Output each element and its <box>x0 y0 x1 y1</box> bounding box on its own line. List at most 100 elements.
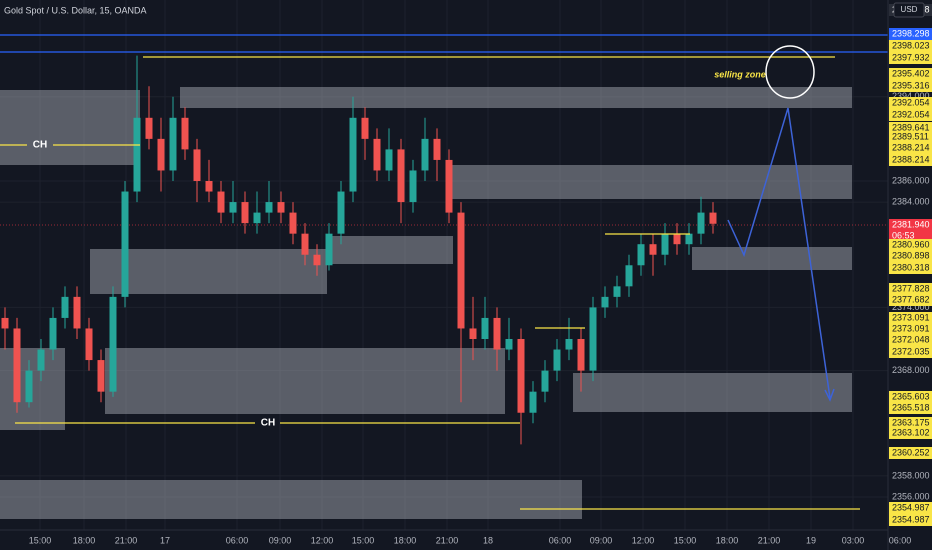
candle-body <box>685 233 693 245</box>
candle-body <box>673 233 681 245</box>
candle-body <box>301 233 309 255</box>
price-tag-label: 2380.960 <box>892 239 930 249</box>
candle-body <box>265 202 273 213</box>
price-tag-label: 2354.987 <box>892 514 930 524</box>
candle-body <box>697 212 705 234</box>
price-tick-label: 2386.000 <box>892 175 930 185</box>
candle-body <box>169 117 177 171</box>
candle-body <box>589 307 597 371</box>
price-tag-label: 2392.054 <box>892 109 930 119</box>
projection-path <box>727 107 831 399</box>
price-tag-label: 2389.641 <box>892 122 930 132</box>
candle-body <box>349 117 357 192</box>
price-tag <box>889 312 932 324</box>
price-tag <box>889 391 932 403</box>
price-tag-label: 2365.603 <box>892 391 930 401</box>
candle-body <box>97 360 105 392</box>
candle-body <box>49 317 57 350</box>
zone <box>450 165 852 199</box>
price-tag <box>889 514 932 526</box>
price-tag-label: 2395.316 <box>892 80 930 90</box>
drawings: CH CH selling zone <box>0 34 888 510</box>
symbol-title: Gold Spot / U.S. Dollar, 15, OANDA <box>4 5 147 15</box>
price-tag <box>889 52 932 64</box>
zones <box>0 87 852 519</box>
candle-body <box>25 370 33 403</box>
price-tick-label: 2384.000 <box>892 196 930 206</box>
currency-button[interactable] <box>893 2 925 18</box>
price-tag <box>889 346 932 358</box>
zone <box>0 480 582 519</box>
candle-body <box>373 138 381 171</box>
price-tag <box>889 219 932 242</box>
price-tag <box>889 417 932 429</box>
price-tag-label: 2389.511 <box>892 131 929 141</box>
candle-body <box>481 317 489 339</box>
price-tag <box>889 447 932 459</box>
candle-body <box>517 339 525 413</box>
candle-body <box>409 170 417 203</box>
price-tag-label: 2354.987 <box>892 502 930 512</box>
candle-body <box>433 138 441 160</box>
price-tag <box>889 294 932 306</box>
price-tag-label: 2380.898 <box>892 250 930 260</box>
time-label: 17 <box>160 535 170 545</box>
candle-body <box>457 212 465 329</box>
price-tag-label: 2363.175 <box>892 417 930 427</box>
candle-body <box>613 286 621 297</box>
time-label: 21:00 <box>115 535 138 545</box>
price-tag <box>889 154 932 166</box>
candle-body <box>493 317 501 350</box>
price-tag <box>889 239 932 251</box>
countdown: 06:53 <box>892 230 915 240</box>
time-label: 09:00 <box>590 535 613 545</box>
price-tag <box>889 97 932 109</box>
price-tag-label: 2373.091 <box>892 312 930 322</box>
price-tag-label: 2397.932 <box>892 52 930 62</box>
price-tag <box>889 262 932 274</box>
time-label: 15:00 <box>674 535 697 545</box>
time-label: 18:00 <box>394 535 417 545</box>
candle-body <box>445 159 453 213</box>
candle-body <box>217 191 225 213</box>
price-tick-label: 2374.000 <box>892 302 930 312</box>
candle-body <box>277 202 285 213</box>
price-tag <box>889 109 932 121</box>
price-tag-label: 2398.023 <box>892 40 930 50</box>
ch-label: CH <box>33 140 47 151</box>
ch-label: CH <box>261 418 275 429</box>
price-tag <box>889 334 932 346</box>
price-tag-label: 2398.298 <box>892 28 930 38</box>
candle-body <box>253 212 261 224</box>
price-tag-label: 2373.091 <box>892 323 930 333</box>
currency[interactable]: USD <box>901 5 918 14</box>
price-tick-label: 2358.000 <box>892 470 930 480</box>
candle-body <box>601 296 609 308</box>
axes: 2394.000 2386.000 2384.000 2374.000 2368.000… <box>29 4 932 545</box>
candle-body <box>61 296 69 318</box>
zone <box>90 249 327 294</box>
candle-body <box>325 233 333 266</box>
candle-body <box>577 339 585 371</box>
zone <box>692 247 852 270</box>
time-label: 21:00 <box>436 535 459 545</box>
price-tag-label: 2365.518 <box>892 402 930 412</box>
candles <box>1 55 717 445</box>
zone <box>573 373 852 412</box>
candle-body <box>205 181 213 192</box>
candle-body <box>397 149 405 203</box>
price-tag <box>889 131 932 143</box>
candle-body <box>661 233 669 255</box>
price-tag <box>889 68 932 80</box>
candle-body <box>709 212 717 224</box>
candle-body <box>637 244 645 266</box>
time-label: 18:00 <box>716 535 739 545</box>
zone <box>180 87 852 108</box>
price-tag <box>889 427 932 439</box>
candle-body <box>145 117 153 139</box>
candle-body <box>421 138 429 171</box>
price-tag-label: 2372.048 <box>892 334 930 344</box>
price-tag-label: 2392.054 <box>892 97 930 107</box>
time-label: 12:00 <box>632 535 655 545</box>
candle-body <box>313 254 321 266</box>
